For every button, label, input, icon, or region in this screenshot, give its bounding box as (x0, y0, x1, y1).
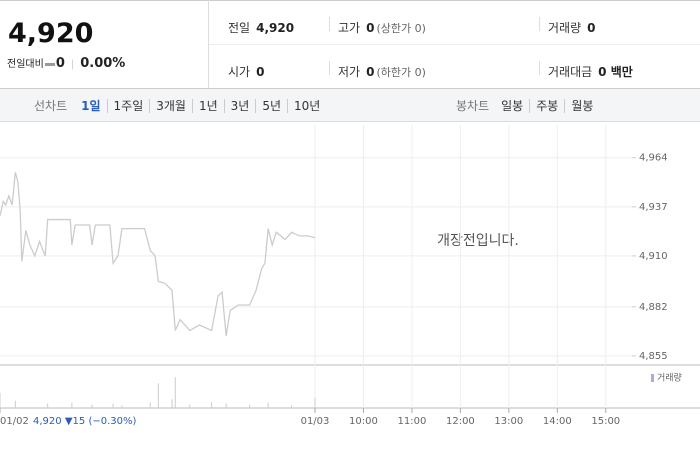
stat-value: 0 (587, 21, 596, 35)
volume-bar (267, 402, 269, 408)
chart: 개장전입니다. 4,920 ▼15 (−0.30%) 4,855 4,882 4,9… (0, 125, 700, 427)
stat-label: 전일 (228, 21, 251, 35)
stat-label: 거래대금 (548, 65, 593, 79)
stat-value: 0 (256, 65, 265, 79)
line-tabs: 선차트 1일 1주일 3개월 1년 3년 5년 10년 (34, 97, 327, 114)
volume-bar (174, 377, 176, 408)
volume-bar (189, 404, 191, 408)
stat-value: 0 백만 (598, 65, 633, 79)
stat-value: 4,920 (256, 21, 295, 35)
separator (539, 61, 540, 75)
stat: 저가 0 (하한가 0) (338, 61, 426, 80)
volume-bar (149, 402, 151, 408)
summary: 4,920 ▼15 (−0.30%) (33, 416, 136, 427)
x-tick-label: 10:00 (349, 416, 378, 427)
tab-bar: 선차트 1일 1주일 3개월 1년 3년 5년 10년 봉차트 일봉 주봉 월봉 (0, 88, 700, 122)
y-tick-label: 4,964 (639, 153, 668, 164)
change: 0 (55, 56, 65, 71)
volume-bar (211, 401, 213, 408)
annotation: 개장전입니다. (437, 233, 519, 249)
x-tick-label: 13:00 (494, 416, 523, 427)
y-tick-label: 4,882 (639, 302, 668, 313)
period-tab[interactable]: 1주일 (106, 99, 150, 113)
period-tab[interactable]: 5년 (255, 99, 288, 113)
separator (329, 61, 330, 75)
stat-note: (하한가 0) (376, 66, 426, 79)
candle-tab[interactable]: 일봉 (501, 99, 524, 113)
candle-tab[interactable]: 주봉 (529, 99, 565, 113)
volume-bar (121, 405, 123, 408)
stat: 고가 0 (상한가 0) (338, 17, 426, 36)
volume-bar (249, 404, 251, 408)
volume-bar (112, 403, 114, 408)
candle-tabs: 봉차트 일봉 주봉 월봉 (456, 97, 600, 114)
price: 4,920 (8, 18, 94, 49)
change-label-text: 전일대비 (7, 59, 44, 70)
volume-bar (91, 404, 93, 408)
period-tab[interactable]: 10년 (287, 99, 327, 113)
stat-label: 저가 (338, 65, 361, 79)
divider (208, 0, 209, 88)
stat-value: 0 (366, 65, 375, 79)
stat-label: 시가 (228, 65, 251, 79)
y-tick-label: 4,855 (639, 351, 668, 362)
change-pct: 0.00% (80, 56, 126, 71)
row-divider (209, 44, 700, 45)
summary-pct: (−0.30%) (88, 416, 136, 427)
volume-bar (47, 403, 49, 408)
period-tab[interactable]: 1년 (191, 99, 224, 113)
separator (539, 17, 540, 31)
stat: 거래량 0 (548, 17, 595, 36)
stat-value: 0 (366, 21, 375, 35)
stat-label: 거래량 (548, 21, 582, 35)
change-label: 전일대비 0 | 0.00% (7, 56, 126, 71)
stat: 거래대금 0 백만 (548, 61, 633, 80)
separator (329, 17, 330, 31)
flat-icon (44, 62, 55, 66)
stat: 시가 0 (228, 61, 264, 80)
y-tick-label: 4,910 (639, 251, 668, 262)
x-tick-label: 01/02 (0, 416, 29, 427)
summary-price: 4,920 (33, 416, 62, 427)
x-tick-label: 11:00 (398, 416, 427, 427)
volume-bar (71, 402, 73, 408)
volume-bar (171, 399, 173, 408)
tab-group-label: 봉차트 (456, 99, 490, 113)
x-tick-label: 12:00 (446, 416, 475, 427)
x-tick-label: 14:00 (543, 416, 572, 427)
period-tab[interactable]: 1일 (81, 99, 101, 113)
candle-tab[interactable]: 월봉 (564, 99, 600, 113)
x-tick-label: 01/03 (301, 416, 330, 427)
x-tick-label: 15:00 (591, 416, 620, 427)
legend-label: 거래량 (657, 372, 682, 384)
volume-bar (0, 392, 1, 408)
volume-bar (157, 383, 159, 408)
period-tab[interactable]: 3개월 (149, 99, 192, 113)
price-line (0, 172, 316, 337)
tab-group-label: 선차트 (34, 99, 68, 113)
volume-bar (225, 403, 227, 408)
volume-bar (314, 397, 316, 408)
summary-change: ▼15 (65, 416, 85, 427)
volume-bar (14, 400, 16, 408)
top-border (0, 0, 700, 1)
stat-label: 고가 (338, 21, 361, 35)
stat-note: (상한가 0) (376, 22, 426, 35)
legend-swatch (651, 374, 654, 382)
stat: 전일 4,920 (228, 17, 294, 36)
period-tab[interactable]: 3년 (223, 99, 256, 113)
volume-bar (291, 405, 293, 408)
y-tick-label: 4,937 (639, 202, 668, 213)
